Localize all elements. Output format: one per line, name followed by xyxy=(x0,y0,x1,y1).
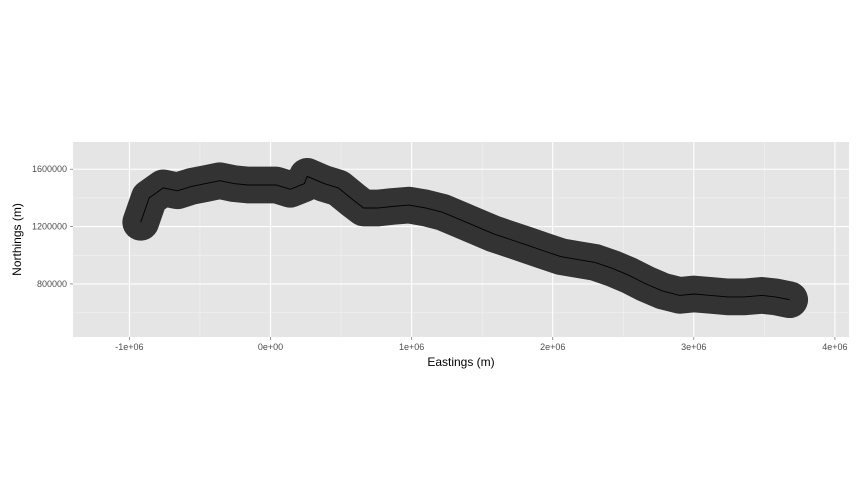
series-line xyxy=(140,175,790,301)
x-axis: -1e+06 0e+00 1e+06 2e+06 3e+06 4e+06 xyxy=(115,337,848,352)
y-tick-label: 1200000 xyxy=(32,222,67,232)
y-axis: 800000 1200000 1600000 xyxy=(32,164,73,289)
x-tick-label: 2e+06 xyxy=(540,342,565,352)
x-tick-label: 1e+06 xyxy=(399,342,424,352)
x-tick-label: -1e+06 xyxy=(115,342,143,352)
x-tick-label: 3e+06 xyxy=(681,342,706,352)
x-tick-label: 0e+00 xyxy=(258,342,283,352)
x-axis-title: Eastings (m) xyxy=(427,355,494,369)
grid-major xyxy=(73,142,849,337)
y-tick-label: 800000 xyxy=(37,279,67,289)
y-axis-title: Northings (m) xyxy=(10,203,24,276)
x-tick-label: 4e+06 xyxy=(822,342,847,352)
y-tick-label: 1600000 xyxy=(32,164,67,174)
